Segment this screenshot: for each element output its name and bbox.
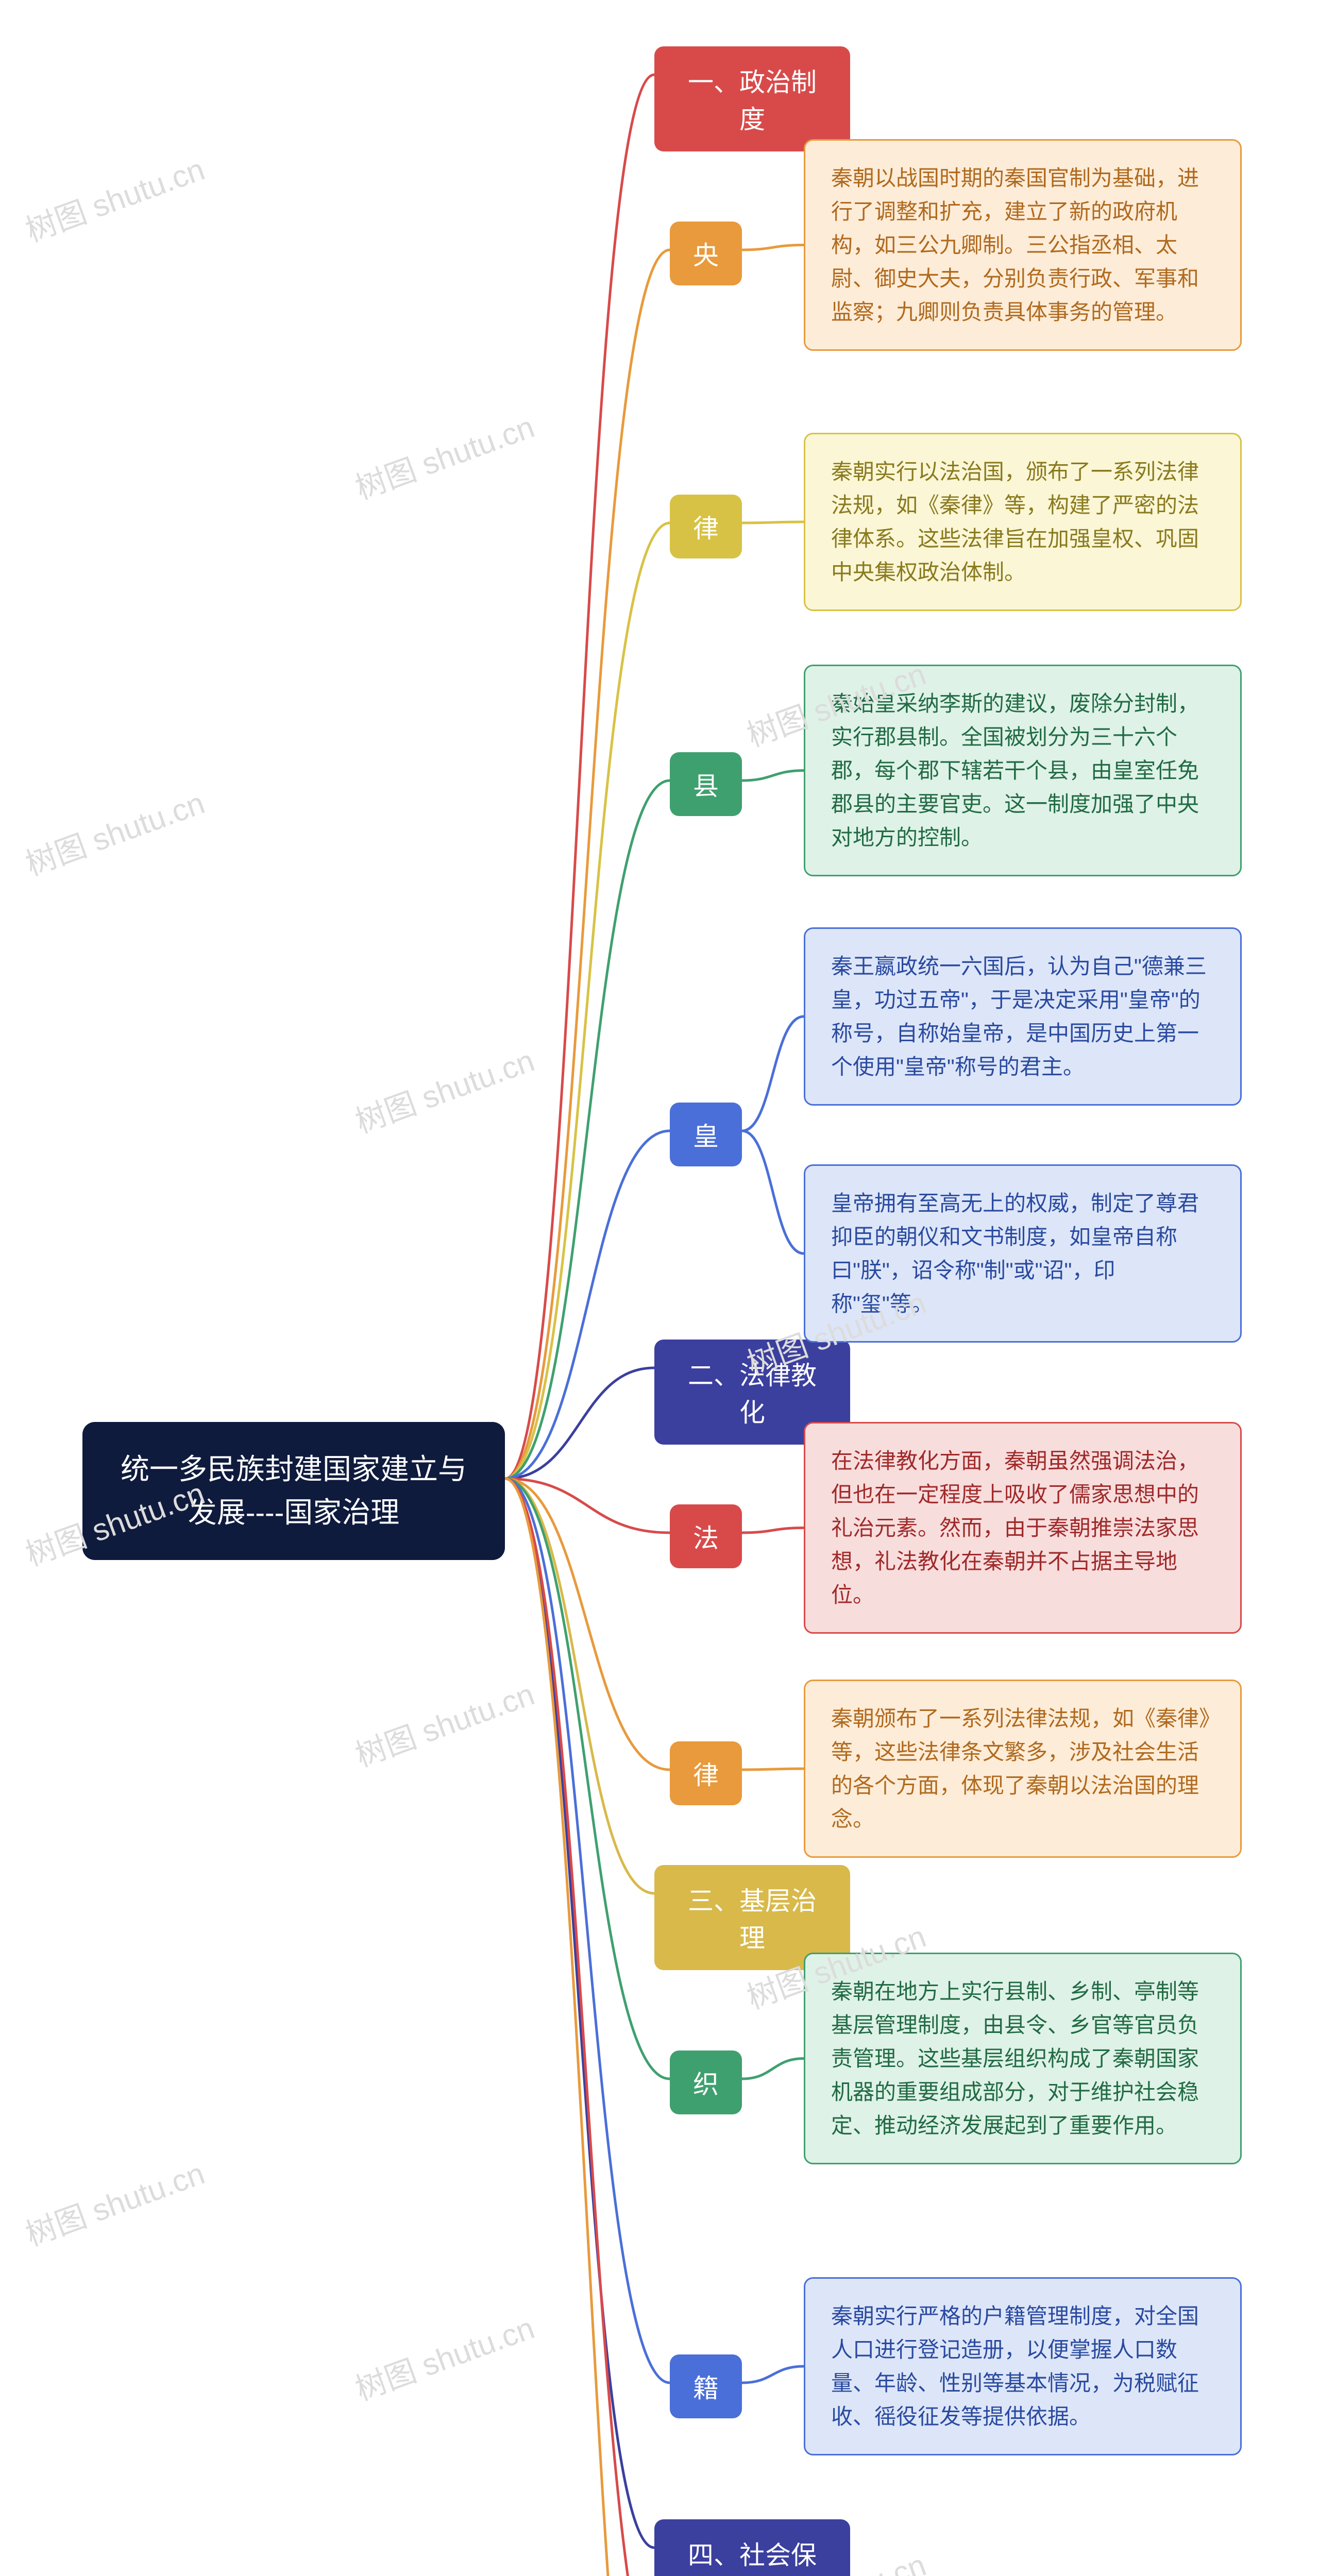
branch-b-xian: 县 <box>670 752 742 816</box>
branch-b-zhi: 织 <box>670 2050 742 2114</box>
branch-b-fa: 法 <box>670 1504 742 1568</box>
branch-b-lv1: 律 <box>670 495 742 558</box>
leaf-b-zhi-0: 秦朝在地方上实行县制、乡制、亭制等基层管理制度，由县令、乡官等官员负责管理。这些… <box>804 1953 1242 2164</box>
branch-b-ji: 籍 <box>670 2354 742 2418</box>
leaf-b-lv1-0: 秦朝实行以法治国，颁布了一系列法律法规，如《秦律》等，构建了严密的法律体系。这些… <box>804 433 1242 611</box>
leaf-b-huang-0: 秦王嬴政统一六国后，认为自己"德兼三皇，功过五帝"，于是决定采用"皇帝"的称号，… <box>804 927 1242 1106</box>
watermark-7: 树图 shutu.cn <box>348 1669 539 1775</box>
watermark-4: 树图 shutu.cn <box>348 1036 539 1142</box>
leaf-b-xian-0: 秦始皇采纳李斯的建议，废除分封制，实行郡县制。全国被划分为三十六个郡，每个郡下辖… <box>804 665 1242 876</box>
watermark-0: 树图 shutu.cn <box>19 144 210 250</box>
branch-b-yang: 央 <box>670 222 742 285</box>
leaf-b-huang-1: 皇帝拥有至高无上的权威，制定了尊君抑臣的朝仪和文书制度，如皇帝自称曰"朕"，诏令… <box>804 1164 1242 1343</box>
leaf-b-lv2-0: 秦朝颁布了一系列法律法规，如《秦律》等，这些法律条文繁多，涉及社会生活的各个方面… <box>804 1680 1242 1858</box>
watermark-3: 树图 shutu.cn <box>19 778 210 884</box>
watermark-9: 树图 shutu.cn <box>19 2148 210 2255</box>
section-s4: 四、社会保障 <box>654 2519 850 2576</box>
branch-b-lv2: 律 <box>670 1741 742 1805</box>
watermark-10: 树图 shutu.cn <box>348 2303 539 2409</box>
root-node: 统一多民族封建国家建立与发展----国家治理 <box>82 1422 505 1560</box>
section-s1: 一、政治制度 <box>654 46 850 151</box>
watermark-1: 树图 shutu.cn <box>348 402 539 508</box>
leaf-b-fa-0: 在法律教化方面，秦朝虽然强调法治，但也在一定程度上吸收了儒家思想中的礼治元素。然… <box>804 1422 1242 1634</box>
branch-b-huang: 皇 <box>670 1103 742 1166</box>
leaf-b-yang-0: 秦朝以战国时期的秦国官制为基础，进行了调整和扩充，建立了新的政府机构，如三公九卿… <box>804 139 1242 351</box>
mindmap-canvas: 统一多民族封建国家建立与发展----国家治理一、政治制度二、法律教化三、基层治理… <box>0 0 1319 2576</box>
leaf-b-ji-0: 秦朝实行严格的户籍管理制度，对全国人口进行登记造册，以便掌握人口数量、年龄、性别… <box>804 2277 1242 2455</box>
